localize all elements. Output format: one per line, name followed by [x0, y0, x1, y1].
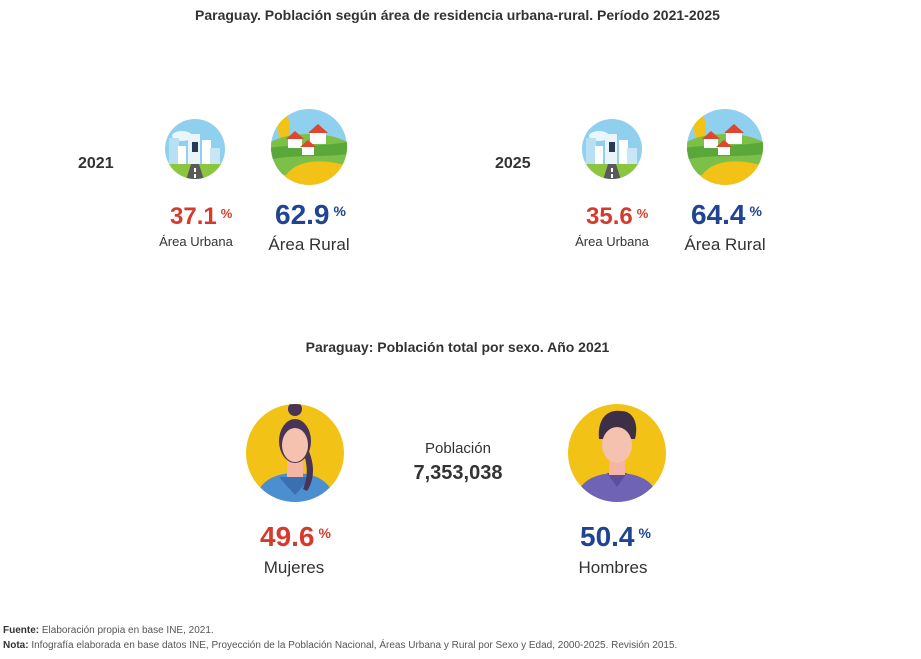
urban-label-2021: Área Urbana — [159, 234, 233, 249]
countryside-icon — [686, 108, 764, 186]
man-avatar-icon — [567, 403, 667, 503]
rural-label-2025: Área Rural — [684, 235, 766, 254]
women-label: Mujeres — [263, 558, 325, 577]
city-icon — [581, 118, 643, 180]
rural-value: 64.4 — [691, 199, 746, 230]
urban-label-2025: Área Urbana — [575, 234, 649, 249]
urban-value: 35.6 — [586, 203, 633, 230]
note-label: Nota: — [3, 640, 29, 651]
woman-avatar-icon — [245, 403, 345, 503]
men-percent: 50.4% — [580, 521, 651, 553]
year-2025-label: 2025 — [495, 155, 531, 172]
source-text: Elaboración propia en base INE, 2021. — [41, 625, 214, 636]
year-2021-label: 2021 — [78, 155, 114, 172]
women-value: 49.6 — [260, 521, 315, 552]
page-title: Paraguay. Población según área de reside… — [195, 7, 720, 23]
city-icon — [164, 118, 226, 180]
population-value: 7,353,038 — [413, 462, 503, 484]
urban-percent-2021: 37.1% — [170, 203, 232, 231]
percent-unit: % — [333, 203, 346, 219]
percent-unit: % — [220, 206, 233, 221]
percent-unit: % — [636, 206, 649, 221]
rural-percent-2021: 62.9% — [275, 199, 346, 231]
urban-value: 37.1 — [170, 203, 217, 230]
men-value: 50.4 — [580, 521, 635, 552]
rural-percent-2025: 64.4% — [691, 199, 762, 231]
source-label: Fuente: — [3, 625, 40, 636]
men-label: Hombres — [578, 558, 648, 577]
percent-unit: % — [638, 525, 651, 541]
percent-unit: % — [749, 203, 762, 219]
sex-section-title: Paraguay: Población total por sexo. Año … — [305, 339, 610, 355]
source-note: Fuente: Elaboración propia en base INE, … — [3, 625, 214, 636]
population-label: Población — [425, 440, 491, 457]
note-text: Infografía elaborada en base datos INE, … — [31, 640, 678, 651]
rural-label-2021: Área Rural — [268, 235, 350, 254]
footnote: Nota: Infografía elaborada en base datos… — [3, 640, 677, 651]
countryside-icon — [270, 108, 348, 186]
urban-percent-2025: 35.6% — [586, 203, 648, 231]
percent-unit: % — [318, 525, 331, 541]
rural-value: 62.9 — [275, 199, 330, 230]
women-percent: 49.6% — [260, 521, 331, 553]
